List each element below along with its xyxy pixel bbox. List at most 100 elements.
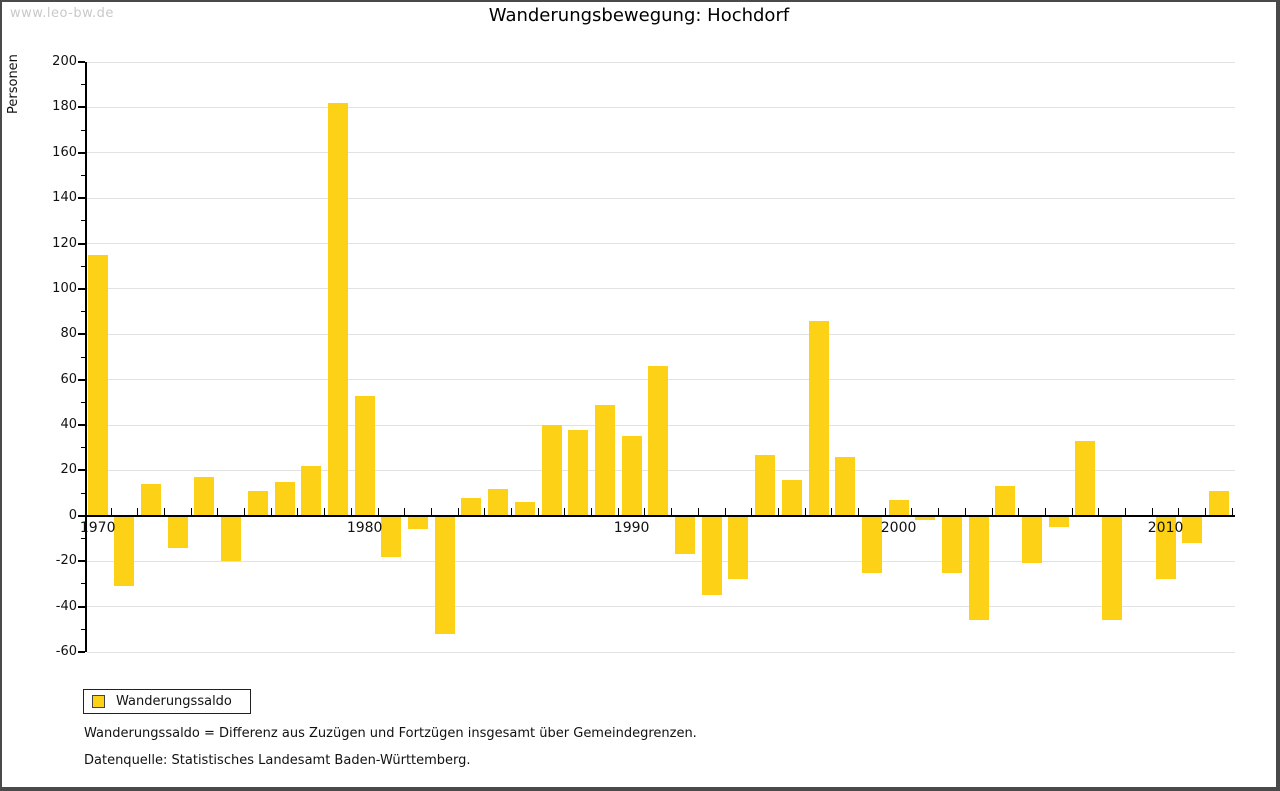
plot-area: -60 -40 -20 0 20 40 60 80 100 120 140 160 180 200 1970… — [52, 54, 1235, 659]
bar — [861, 516, 882, 573]
bar — [381, 516, 402, 557]
x-axis-tick — [777, 507, 779, 516]
x-axis-tick — [644, 507, 646, 516]
y-tick-label: 200 — [52, 54, 77, 69]
bar — [995, 486, 1016, 516]
x-axis-tick — [350, 507, 352, 516]
y-tick-label: -60 — [55, 644, 77, 659]
y-axis-tick — [81, 356, 85, 358]
y-axis-tick — [78, 106, 85, 109]
bar — [675, 516, 696, 555]
x-axis-tick — [110, 507, 112, 516]
gridline — [87, 243, 1235, 245]
bar — [942, 516, 962, 573]
y-axis-tick — [81, 401, 85, 403]
x-axis-tick — [1151, 507, 1153, 516]
y-tick-label: 100 — [52, 280, 77, 296]
bar — [648, 366, 669, 516]
bar — [327, 102, 348, 516]
x-axis-tick — [911, 507, 913, 516]
y-axis-tick — [81, 538, 85, 540]
y-axis-tick — [81, 583, 85, 585]
x-axis-tick — [697, 507, 699, 516]
x-axis-tick — [964, 507, 966, 516]
bar — [247, 490, 268, 516]
y-axis-tick — [78, 242, 85, 245]
y-axis-tick — [78, 378, 85, 381]
bar — [354, 395, 375, 516]
x-axis-tick — [1178, 507, 1180, 516]
bar — [514, 502, 535, 516]
x-axis-tick — [190, 507, 192, 516]
y-axis-title: Personen — [6, 54, 21, 114]
legend-label: Wanderungssaldo — [116, 694, 232, 709]
y-tick-label: 20 — [60, 462, 77, 478]
bar — [1102, 516, 1123, 621]
bar — [915, 516, 936, 521]
bar — [968, 516, 989, 621]
bar — [1075, 440, 1096, 516]
x-axis-tick — [163, 507, 165, 516]
bar — [541, 425, 562, 516]
x-tick-label: 2010 — [1147, 519, 1184, 536]
x-axis-tick — [1125, 507, 1127, 516]
y-axis-tick — [78, 287, 85, 290]
x-axis-tick — [244, 507, 246, 516]
y-axis-tick — [78, 469, 85, 472]
y-axis-tick — [78, 560, 85, 563]
gridline — [87, 61, 1235, 63]
y-axis-tick — [81, 628, 85, 630]
x-axis-tick — [430, 507, 432, 516]
x-tick-label: 1990 — [613, 519, 650, 536]
gridline — [87, 651, 1235, 653]
chart-title: Wanderungsbewegung: Hochdorf — [488, 5, 790, 26]
gridline — [87, 560, 1235, 562]
x-axis-tick — [137, 507, 139, 516]
x-axis-tick — [938, 507, 940, 516]
x-tick-label: 2000 — [880, 519, 917, 536]
watermark: www.leo-bw.de — [10, 6, 114, 21]
y-axis-tick — [81, 492, 85, 494]
x-axis-tick — [564, 507, 566, 516]
x-axis-tick — [510, 507, 512, 516]
y-tick-label: 140 — [52, 190, 77, 206]
bar — [301, 465, 322, 516]
gridline — [87, 106, 1235, 108]
bar — [1208, 490, 1229, 516]
x-axis-tick — [751, 507, 753, 516]
bar — [701, 516, 722, 596]
bar — [808, 320, 829, 516]
gridline — [87, 288, 1235, 290]
y-tick-label: 0 — [68, 507, 77, 523]
bar — [1048, 516, 1069, 528]
x-axis-line — [85, 514, 1235, 517]
y-axis-tick — [78, 333, 85, 336]
x-axis-tick — [270, 507, 272, 516]
bar — [888, 499, 909, 516]
x-axis-tick — [537, 507, 539, 516]
y-axis-tick — [81, 447, 85, 449]
y-axis-tick — [81, 129, 85, 131]
bar — [221, 516, 242, 562]
bar — [728, 516, 749, 580]
x-axis-tick — [1098, 507, 1100, 516]
x-axis-tick — [324, 507, 326, 516]
x-tick-label: 1980 — [346, 519, 383, 536]
y-axis-tick — [81, 220, 85, 222]
y-axis-tick — [78, 197, 85, 200]
y-tick-label: 160 — [52, 144, 77, 160]
x-axis-tick — [1071, 507, 1073, 516]
y-axis-tick — [78, 605, 85, 608]
bar — [434, 516, 455, 634]
y-axis-tick — [78, 151, 85, 154]
x-axis-tick — [831, 507, 833, 516]
x-axis-tick — [991, 507, 993, 516]
y-axis-tick — [78, 651, 85, 653]
x-axis-tick — [858, 507, 860, 516]
y-tick-label: 120 — [52, 235, 77, 251]
bar — [594, 404, 615, 516]
bar — [167, 516, 188, 548]
bar — [1022, 516, 1043, 564]
y-tick-label: -40 — [55, 598, 77, 614]
